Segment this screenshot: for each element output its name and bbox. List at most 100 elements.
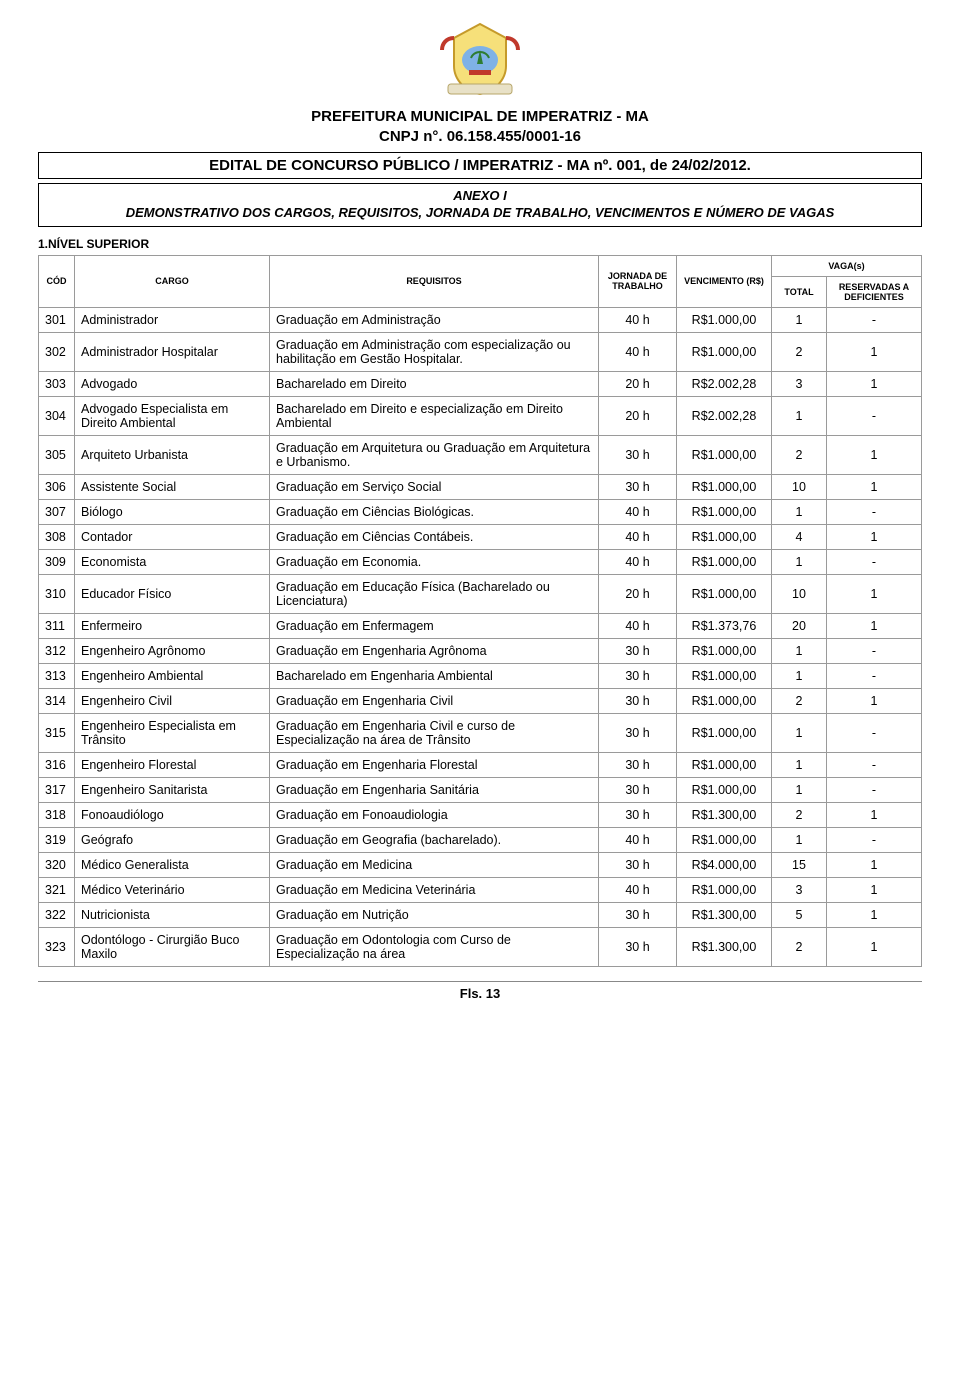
cell-cod: 307 — [39, 499, 75, 524]
cell-requisitos: Graduação em Engenharia Florestal — [270, 752, 599, 777]
cell-total: 1 — [772, 777, 827, 802]
table-row: 302Administrador HospitalarGraduação em … — [39, 332, 922, 371]
cell-cargo: Assistente Social — [75, 474, 270, 499]
table-row: 320Médico GeneralistaGraduação em Medici… — [39, 852, 922, 877]
cell-jornada: 40 h — [599, 613, 677, 638]
cell-jornada: 40 h — [599, 827, 677, 852]
cell-requisitos: Graduação em Administração com especiali… — [270, 332, 599, 371]
table-row: 321Médico VeterinárioGraduação em Medici… — [39, 877, 922, 902]
cell-cod: 308 — [39, 524, 75, 549]
cell-vencimento: R$1.000,00 — [677, 827, 772, 852]
cell-jornada: 30 h — [599, 638, 677, 663]
th-requisitos: REQUISITOS — [270, 255, 599, 307]
cell-reservadas: 1 — [827, 371, 922, 396]
cell-cod: 319 — [39, 827, 75, 852]
cell-jornada: 40 h — [599, 332, 677, 371]
cell-requisitos: Graduação em Enfermagem — [270, 613, 599, 638]
table-row: 312Engenheiro AgrônomoGraduação em Engen… — [39, 638, 922, 663]
cell-total: 1 — [772, 752, 827, 777]
cell-vencimento: R$1.000,00 — [677, 663, 772, 688]
cell-cod: 314 — [39, 688, 75, 713]
cell-total: 1 — [772, 663, 827, 688]
org-line-2: CNPJ n°. 06.158.455/0001-16 — [38, 127, 922, 147]
cell-requisitos: Graduação em Engenharia Civil e curso de… — [270, 713, 599, 752]
cell-vencimento: R$1.373,76 — [677, 613, 772, 638]
cell-reservadas: 1 — [827, 574, 922, 613]
th-cod: CÓD — [39, 255, 75, 307]
cargos-table: CÓD CARGO REQUISITOS JORNADA DE TRABALHO… — [38, 255, 922, 967]
cell-jornada: 30 h — [599, 852, 677, 877]
cell-cod: 322 — [39, 902, 75, 927]
cell-reservadas: - — [827, 713, 922, 752]
cell-reservadas: - — [827, 307, 922, 332]
cell-vencimento: R$4.000,00 — [677, 852, 772, 877]
cell-vencimento: R$1.000,00 — [677, 524, 772, 549]
page: PREFEITURA MUNICIPAL DE IMPERATRIZ - MA … — [0, 0, 960, 1021]
cell-cod: 323 — [39, 927, 75, 966]
cell-total: 1 — [772, 549, 827, 574]
cell-vencimento: R$1.000,00 — [677, 549, 772, 574]
org-header: PREFEITURA MUNICIPAL DE IMPERATRIZ - MA … — [38, 107, 922, 146]
cell-cod: 312 — [39, 638, 75, 663]
cell-requisitos: Graduação em Engenharia Agrônoma — [270, 638, 599, 663]
cell-vencimento: R$1.300,00 — [677, 927, 772, 966]
cell-cargo: Contador — [75, 524, 270, 549]
cell-jornada: 30 h — [599, 688, 677, 713]
cell-reservadas: - — [827, 638, 922, 663]
table-row: 319GeógrafoGraduação em Geografia (bacha… — [39, 827, 922, 852]
cell-cod: 302 — [39, 332, 75, 371]
cell-reservadas: - — [827, 396, 922, 435]
th-total: TOTAL — [772, 276, 827, 307]
cell-total: 3 — [772, 371, 827, 396]
cell-total: 2 — [772, 688, 827, 713]
section-label: 1.NÍVEL SUPERIOR — [38, 237, 922, 251]
cell-requisitos: Graduação em Geografia (bacharelado). — [270, 827, 599, 852]
cell-total: 10 — [772, 474, 827, 499]
cell-total: 1 — [772, 713, 827, 752]
cell-cod: 304 — [39, 396, 75, 435]
cell-reservadas: - — [827, 777, 922, 802]
cell-requisitos: Graduação em Arquitetura ou Graduação em… — [270, 435, 599, 474]
cell-jornada: 30 h — [599, 435, 677, 474]
table-row: 309EconomistaGraduação em Economia.40 hR… — [39, 549, 922, 574]
cell-cod: 320 — [39, 852, 75, 877]
cell-requisitos: Graduação em Administração — [270, 307, 599, 332]
cell-reservadas: - — [827, 499, 922, 524]
cell-cargo: Administrador — [75, 307, 270, 332]
cell-reservadas: 1 — [827, 524, 922, 549]
table-row: 308ContadorGraduação em Ciências Contábe… — [39, 524, 922, 549]
cell-vencimento: R$1.000,00 — [677, 332, 772, 371]
table-body: 301AdministradorGraduação em Administraç… — [39, 307, 922, 966]
cell-cargo: Advogado — [75, 371, 270, 396]
cell-cargo: Arquiteto Urbanista — [75, 435, 270, 474]
cell-requisitos: Graduação em Engenharia Civil — [270, 688, 599, 713]
table-row: 311EnfermeiroGraduação em Enfermagem40 h… — [39, 613, 922, 638]
cell-total: 15 — [772, 852, 827, 877]
crest-logo-icon — [436, 20, 524, 103]
cell-cargo: Fonoaudiólogo — [75, 802, 270, 827]
table-row: 316Engenheiro FlorestalGraduação em Enge… — [39, 752, 922, 777]
cell-total: 3 — [772, 877, 827, 902]
cell-reservadas: 1 — [827, 688, 922, 713]
cell-jornada: 40 h — [599, 549, 677, 574]
cell-cod: 310 — [39, 574, 75, 613]
logo-container — [38, 20, 922, 103]
cell-jornada: 30 h — [599, 663, 677, 688]
cell-cod: 317 — [39, 777, 75, 802]
cell-total: 5 — [772, 902, 827, 927]
cell-requisitos: Graduação em Economia. — [270, 549, 599, 574]
cell-cargo: Economista — [75, 549, 270, 574]
anexo-line-2: DEMONSTRATIVO DOS CARGOS, REQUISITOS, JO… — [45, 205, 915, 222]
cell-vencimento: R$2.002,28 — [677, 371, 772, 396]
anexo-box: ANEXO I DEMONSTRATIVO DOS CARGOS, REQUIS… — [38, 183, 922, 227]
cell-requisitos: Graduação em Ciências Biológicas. — [270, 499, 599, 524]
cell-jornada: 40 h — [599, 499, 677, 524]
cell-vencimento: R$1.000,00 — [677, 713, 772, 752]
cell-vencimento: R$1.000,00 — [677, 752, 772, 777]
table-row: 303AdvogadoBacharelado em Direito20 hR$2… — [39, 371, 922, 396]
table-row: 305Arquiteto UrbanistaGraduação em Arqui… — [39, 435, 922, 474]
cell-requisitos: Bacharelado em Direito — [270, 371, 599, 396]
cell-jornada: 30 h — [599, 777, 677, 802]
cell-vencimento: R$1.000,00 — [677, 574, 772, 613]
cell-reservadas: - — [827, 752, 922, 777]
